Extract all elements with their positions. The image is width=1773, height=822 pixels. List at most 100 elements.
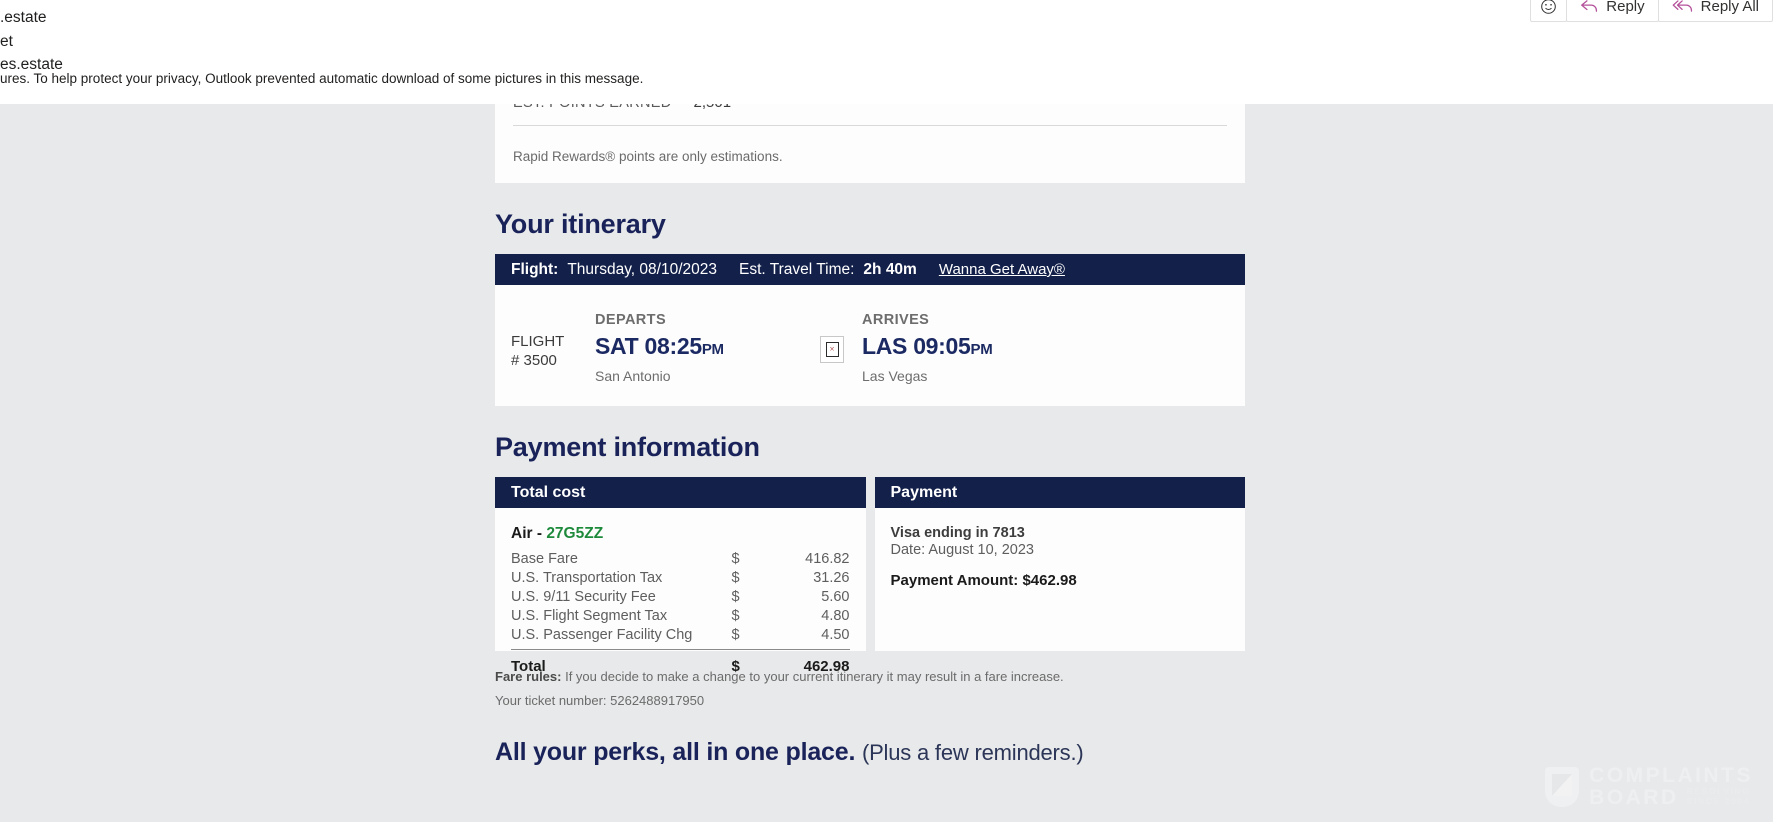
departs-label: DEPARTS (595, 312, 667, 328)
cost-row: U.S. 9/11 Security Fee $5.60 (511, 587, 850, 606)
cost-row-currency: $ (731, 569, 740, 586)
perks-title-main: All your perks, all in one place. (495, 738, 856, 766)
cost-row-amount: 416.82 (805, 550, 850, 567)
cost-rows: Base Fare $416.82 U.S. Transportation Tax $… (511, 549, 850, 677)
watermark-tagline: RESOLVING SINCE 2004 (1687, 786, 1751, 808)
rapid-rewards-note: Rapid Rewards® points are only estimatio… (513, 149, 783, 164)
payment-panels: Total cost Air - 27G5ZZ Base Fare $416.82… (495, 477, 1245, 677)
reply-button[interactable]: Reply (1566, 0, 1659, 22)
card-divider (513, 125, 1227, 126)
flight-summary-bar: Flight: Thursday, 08/10/2023 Est. Travel… (495, 254, 1245, 285)
outlook-reading-pane-header: .estate et es.estate ures. To help prote… (0, 0, 1773, 104)
departs-city: San Antonio (595, 368, 671, 384)
ticket-number: Your ticket number: 5262488917950 (495, 693, 705, 708)
address-line-1: .estate (0, 9, 47, 26)
watermark-tagline2: SINCE 2004 (1686, 796, 1750, 806)
cost-row-label: U.S. Passenger Facility Chg (511, 626, 693, 643)
flight-label: Flight: (511, 260, 559, 278)
departs-time: SAT 08:25PM (595, 333, 820, 360)
address-line-2: et (0, 32, 13, 50)
cost-row-currency: $ (731, 607, 740, 624)
cost-breakdown-table: Base Fare $416.82 U.S. Transportation Tax $… (511, 549, 850, 677)
perks-title-sub: (Plus a few reminders.) (861, 740, 1084, 765)
fare-type-link[interactable]: Wanna Get Away® (938, 261, 1065, 278)
cost-row-label: U.S. Transportation Tax (511, 569, 663, 586)
reply-all-arrow-icon (1672, 0, 1692, 12)
reply-all-button[interactable]: Reply All (1657, 0, 1773, 22)
departure-leg: DEPARTS SAT 08:25PM San Antonio (595, 312, 820, 384)
flight-date: Thursday, 08/10/2023 (567, 260, 717, 278)
privacy-banner: ures. To help protect your privacy, Outl… (0, 71, 644, 86)
reply-label: Reply (1606, 0, 1645, 15)
arrival-leg: ARRIVES LAS 09:05PM Las Vegas (862, 312, 1087, 384)
cost-row-label: U.S. 9/11 Security Fee (511, 588, 656, 605)
email-page-background (0, 92, 1773, 822)
travel-time-value: 2h 40m (863, 260, 917, 278)
cost-row-currency: $ (731, 588, 740, 605)
departs-ampm: PM (701, 341, 724, 358)
payment-body: Visa ending in 7813 Date: August 10, 202… (874, 508, 1245, 651)
cost-row-currency: $ (731, 550, 740, 567)
smiley-face-icon (1541, 0, 1557, 14)
payment-information-title: Payment information (495, 432, 760, 462)
cost-row-label: Base Fare (511, 550, 578, 567)
cost-row: U.S. Transportation Tax $31.26 (511, 568, 850, 587)
reply-all-label: Reply All (1700, 0, 1759, 15)
address-line-3: es.estate (0, 56, 63, 73)
watermark-tagline1: RESOLVING (1686, 786, 1751, 796)
cost-row-amount: 4.80 (821, 607, 850, 624)
cost-row-amount: 5.60 (821, 588, 850, 605)
itinerary-title: Your itinerary (495, 209, 666, 239)
watermark-line2: BOARD (1589, 786, 1679, 809)
flight-number: FLIGHT # 3500 (511, 312, 595, 370)
cost-row: U.S. Passenger Facility Chg $4.50 (511, 625, 850, 644)
cost-row: Base Fare $416.82 (511, 549, 850, 568)
total-cost-panel: Total cost Air - 27G5ZZ Base Fare $416.82… (495, 477, 866, 677)
departs-code-time: SAT 08:25 (595, 333, 702, 359)
reply-toolbar: Reply Reply All (1530, 0, 1773, 22)
cost-row-amount: 4.50 (821, 626, 850, 643)
payment-card: Visa ending in 7813 (890, 525, 1025, 541)
emoji-reaction-button[interactable] (1530, 0, 1568, 22)
cost-row-amount: 31.26 (813, 569, 850, 586)
payment-panel: Payment Visa ending in 7813 Date: August… (874, 477, 1245, 651)
perks-title: All your perks, all in one place. (Plus … (495, 738, 1245, 767)
broken-image-placeholder-icon: × (820, 336, 844, 363)
fare-rules-text: If you decide to make a change to your c… (561, 669, 1064, 684)
reply-arrow-icon (1581, 0, 1598, 12)
flight-details: FLIGHT # 3500 DEPARTS SAT 08:25PM San An… (495, 285, 1245, 406)
complaints-board-watermark: COMPLAINTS BOARD RESOLVING SINCE 2004 (1545, 765, 1753, 808)
arrives-city: Las Vegas (862, 368, 928, 384)
air-confirmation-line: Air - 27G5ZZ (511, 525, 850, 543)
payment-amount: Payment Amount: $462.98 (890, 572, 1077, 589)
cost-row: U.S. Flight Segment Tax $4.80 (511, 606, 850, 625)
air-label: Air - (511, 525, 542, 542)
fare-rules: Fare rules: If you decide to make a chan… (495, 669, 1245, 684)
arrives-code-time: LAS 09:05 (862, 333, 971, 359)
shield-icon (1545, 766, 1580, 807)
payment-header: Payment (874, 477, 1245, 508)
cost-row-label: U.S. Flight Segment Tax (511, 607, 668, 624)
flight-number-label: FLIGHT (511, 333, 565, 350)
payment-date: Date: August 10, 2023 (890, 542, 1035, 558)
total-cost-header: Total cost (495, 477, 866, 508)
total-cost-body: Air - 27G5ZZ Base Fare $416.82 U.S. Transp… (495, 508, 866, 677)
watermark-line2-row: BOARD RESOLVING SINCE 2004 (1589, 786, 1753, 808)
fare-rules-label: Fare rules: (495, 669, 562, 684)
sender-address-lines: .estate et es.estate (0, 6, 63, 77)
confirmation-code: 27G5ZZ (546, 525, 604, 542)
cost-total-amount: 462.98 (769, 649, 850, 677)
broken-image-x-glyph: × (825, 342, 839, 357)
flight-number-value: # 3500 (511, 352, 557, 369)
watermark-line1: COMPLAINTS (1589, 764, 1753, 787)
arrives-time: LAS 09:05PM (862, 333, 1087, 360)
arrives-ampm: PM (970, 341, 993, 358)
arrives-label: ARRIVES (862, 312, 930, 328)
cost-total-label: Total (511, 649, 732, 677)
watermark-text: COMPLAINTS BOARD RESOLVING SINCE 2004 (1589, 765, 1753, 808)
cost-total-currency: $ (731, 649, 770, 677)
points-card: EST. POINTS EARNED 2,501 Rapid Rewards® … (495, 92, 1245, 183)
cost-row-currency: $ (731, 626, 740, 643)
cost-total-row: Total $462.98 (511, 649, 850, 677)
travel-time-label: Est. Travel Time: (739, 260, 855, 278)
